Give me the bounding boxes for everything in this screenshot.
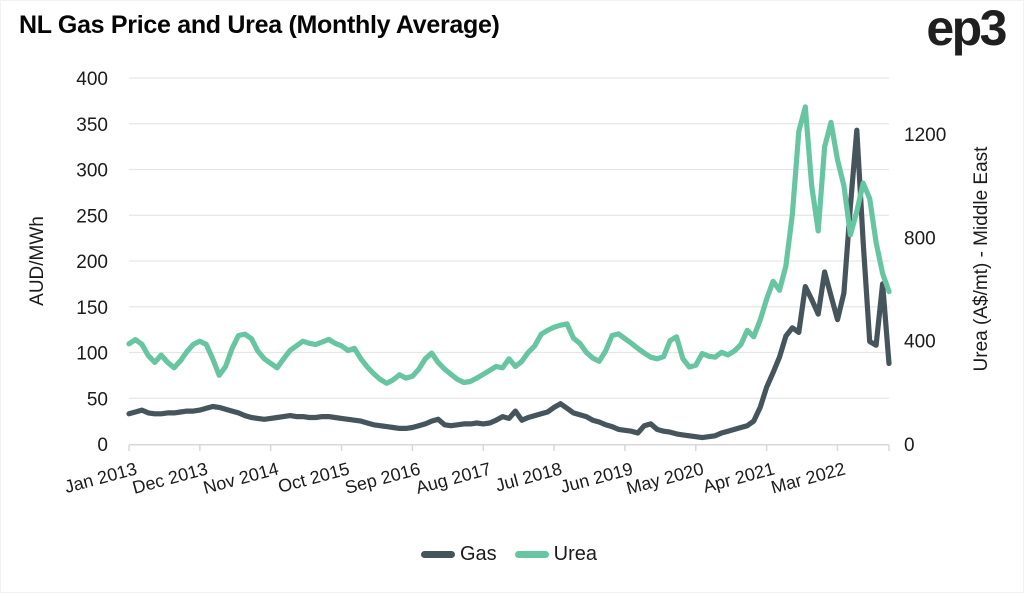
- legend-label-gas: Gas: [459, 543, 497, 565]
- right-axis-tick-label: 0: [904, 435, 915, 456]
- legend-item-urea: Urea: [514, 543, 598, 566]
- x-axis-tick-label: Sep 2016: [343, 459, 423, 498]
- legend-label-urea: Urea: [553, 543, 598, 565]
- left-axis-tick-label: 250: [76, 206, 108, 227]
- x-axis-tick-label: May 2020: [624, 459, 706, 499]
- gas-line: [126, 127, 892, 441]
- urea-line-swatch: [514, 551, 549, 558]
- chart-title: NL Gas Price and Urea (Monthly Average): [19, 11, 500, 39]
- x-axis-tick-label: Dec 2013: [130, 459, 210, 498]
- legend-item-gas: Gas: [420, 543, 497, 566]
- left-axis-title: AUD/MWh: [27, 216, 48, 306]
- urea-line: [126, 104, 892, 386]
- left-axis-tick-label: 300: [76, 161, 108, 182]
- left-axis-tick-label: 150: [76, 298, 108, 319]
- x-axis-tick-label: Mar 2022: [769, 459, 848, 498]
- left-axis-tick-label: 0: [97, 435, 108, 456]
- x-axis-tick-label: Jul 2018: [493, 459, 564, 496]
- left-axis-tick-label: 400: [76, 69, 108, 90]
- x-axis-tick-label: Aug 2017: [414, 459, 494, 498]
- right-axis-tick-label: 400: [904, 332, 936, 353]
- x-axis-tick-label: Oct 2015: [276, 459, 352, 497]
- x-axis-tick-label: Jun 2019: [558, 459, 635, 497]
- left-axis-tick-label: 200: [76, 252, 108, 273]
- gas-line-swatch: [420, 551, 455, 558]
- left-axis-tick-label: 350: [76, 115, 108, 136]
- right-axis-tick-label: 800: [904, 228, 936, 249]
- left-axis-tick-label: 100: [76, 344, 108, 365]
- ep3-logo: ep3: [926, 0, 1007, 56]
- x-axis-tick-label: Apr 2021: [701, 459, 777, 497]
- right-axis-title: Urea (A$/mt) - Middle East: [971, 146, 992, 372]
- chart-legend: Gas Urea: [129, 543, 889, 566]
- x-axis-tick-label: Nov 2014: [201, 459, 281, 498]
- x-axis-tick-label: Jan 2013: [62, 459, 139, 497]
- right-axis-tick-label: 1200: [904, 125, 946, 146]
- left-axis-tick-label: 50: [87, 389, 108, 410]
